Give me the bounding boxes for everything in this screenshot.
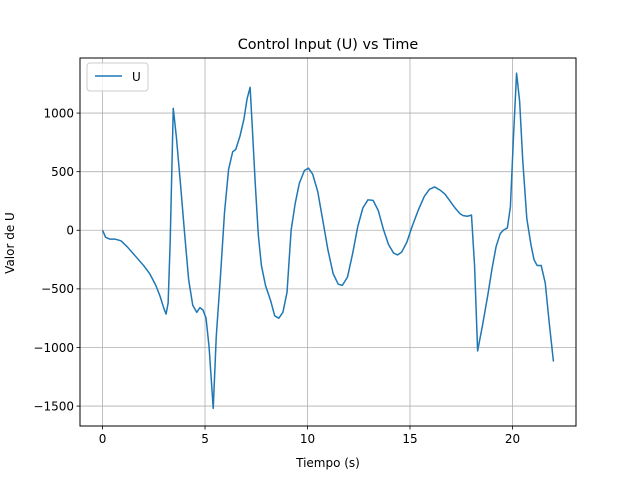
x-tick-label: 0 (99, 432, 107, 446)
x-tick-label: 5 (201, 432, 209, 446)
y-axis-label: Valor de U (3, 212, 17, 274)
x-tick-label: 15 (402, 432, 417, 446)
x-ticks: 0 5 10 15 20 (99, 426, 520, 446)
axes-frame (79, 57, 577, 427)
x-tick-label: 20 (505, 432, 520, 446)
legend-label-u: U (132, 70, 141, 84)
y-tick-label: 1000 (43, 106, 74, 120)
legend-box (86, 62, 149, 92)
x-axis-label: Tiempo (s) (295, 456, 360, 470)
grid (80, 58, 576, 426)
chart-title: Control Input (U) vs Time (238, 37, 419, 53)
y-tick-label: 0 (66, 224, 74, 238)
y-ticks: −1500 −1000 −500 0 500 1000 (33, 106, 80, 413)
y-tick-label: −1500 (33, 399, 74, 413)
legend: U (86, 62, 149, 92)
y-tick-label: 500 (51, 165, 74, 179)
y-tick-label: −500 (41, 282, 74, 296)
series-line-u (101, 72, 555, 410)
x-tick-label: 10 (300, 432, 315, 446)
series-layer (101, 72, 555, 410)
y-tick-label: −1000 (33, 341, 74, 355)
